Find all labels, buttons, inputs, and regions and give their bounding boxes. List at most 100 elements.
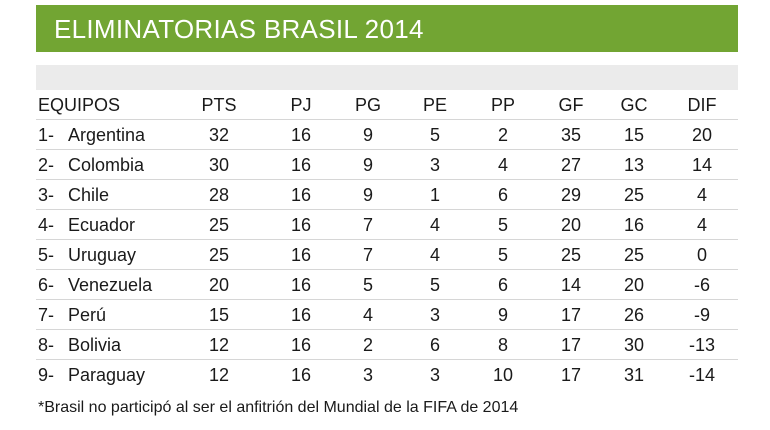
gf-cell: 27 [560, 155, 582, 175]
column-header-pg: PG [354, 95, 381, 115]
team-cell: 1- Argentina [38, 120, 198, 150]
pp-cell: 10 [492, 365, 514, 385]
gc-cell: 13 [623, 155, 645, 175]
pp-cell: 8 [497, 335, 508, 355]
pj-cell: 16 [290, 155, 312, 175]
position-number: 4- [38, 215, 55, 235]
column-header-pts: PTS [201, 95, 237, 115]
pe-cell: 4 [429, 245, 440, 265]
pp-cell: 6 [497, 275, 508, 295]
pj-cell: 16 [290, 305, 312, 325]
team-cell: 4- Ecuador [38, 210, 198, 240]
pe-cell: 5 [429, 275, 440, 295]
pp-cell: 9 [497, 305, 508, 325]
dif-cell: 4 [696, 215, 707, 235]
pj-cell: 16 [290, 215, 312, 235]
table-row: 4- Ecuador 25 16 7 4 5 20 16 4 [36, 210, 738, 240]
gc-cell: 30 [623, 335, 645, 355]
team-cell: 5- Uruguay [38, 240, 198, 270]
team-name: Chile [68, 185, 110, 205]
position-number: 5- [38, 245, 55, 265]
team-cell: 9- Paraguay [38, 360, 198, 390]
team-name: Ecuador [68, 215, 136, 235]
table-row: 8- Bolivia 12 16 2 6 8 17 30 -13 [36, 330, 738, 360]
gc-cell: 26 [623, 305, 645, 325]
footnote: *Brasil no participó al ser el anfitrión… [38, 399, 519, 416]
pe-cell: 1 [429, 185, 440, 205]
dif-cell: 4 [696, 185, 707, 205]
dif-cell: 14 [691, 155, 713, 175]
team-name: Venezuela [68, 275, 153, 295]
column-header-pe: PE [422, 95, 447, 115]
pts-cell: 12 [208, 365, 230, 385]
column-header-gc: GC [620, 95, 648, 115]
pg-cell: 7 [362, 245, 373, 265]
table-row: 1- Argentina 32 16 9 5 2 35 15 20 [36, 120, 738, 150]
pts-cell: 30 [208, 155, 230, 175]
team-cell: 3- Chile [38, 180, 198, 210]
pts-cell: 15 [208, 305, 230, 325]
table-row: 3- Chile 28 16 9 1 6 29 25 4 [36, 180, 738, 210]
pp-cell: 5 [497, 245, 508, 265]
pg-cell: 5 [362, 275, 373, 295]
column-header-pj: PJ [290, 95, 312, 115]
gf-cell: 14 [560, 275, 582, 295]
gc-cell: 20 [623, 275, 645, 295]
gc-cell: 16 [623, 215, 645, 235]
table-header-row: EQUIPOS PTS PJ PG PE PP GF GC DIF [36, 90, 738, 120]
pts-cell: 20 [208, 275, 230, 295]
table-row: 2- Colombia 30 16 9 3 4 27 13 14 [36, 150, 738, 180]
standings-table: EQUIPOS PTS PJ PG PE PP GF GC DIF 1- Arge… [36, 90, 738, 390]
column-header-team: EQUIPOS [38, 95, 121, 115]
pe-cell: 4 [429, 215, 440, 235]
team-cell: 2- Colombia [38, 150, 198, 180]
pj-cell: 16 [290, 365, 312, 385]
pg-cell: 7 [362, 215, 373, 235]
gf-cell: 17 [560, 365, 582, 385]
position-number: 2- [38, 155, 55, 175]
pts-cell: 12 [208, 335, 230, 355]
pp-cell: 6 [497, 185, 508, 205]
team-name: Paraguay [68, 365, 146, 385]
table-body: 1- Argentina 32 16 9 5 2 35 15 20 2- Colombia 30 16 9 3… [36, 120, 738, 390]
dif-cell: -9 [693, 305, 710, 325]
dif-cell: -6 [693, 275, 710, 295]
team-name: Uruguay [68, 245, 137, 265]
pj-cell: 16 [290, 275, 312, 295]
team-name: Argentina [68, 125, 146, 145]
table-row: 6- Venezuela 20 16 5 5 6 14 20 -6 [36, 270, 738, 300]
gf-cell: 29 [560, 185, 582, 205]
pe-cell: 3 [429, 155, 440, 175]
pp-cell: 4 [497, 155, 508, 175]
pj-cell: 16 [290, 185, 312, 205]
team-name: Perú [68, 305, 107, 325]
team-cell: 6- Venezuela [38, 270, 198, 300]
pp-cell: 2 [497, 125, 508, 145]
team-cell: 7- Perú [38, 300, 198, 330]
column-header-dif: DIF [687, 95, 717, 115]
position-number: 3- [38, 185, 55, 205]
pe-cell: 6 [429, 335, 440, 355]
pj-cell: 16 [290, 125, 312, 145]
team-cell: 8- Bolivia [38, 330, 198, 360]
table-row: 9- Paraguay 12 16 3 3 10 17 31 -14 [36, 360, 738, 390]
pe-cell: 3 [429, 365, 440, 385]
position-number: 9- [38, 365, 55, 385]
gf-cell: 25 [560, 245, 582, 265]
gf-cell: 20 [560, 215, 582, 235]
pts-cell: 25 [208, 215, 230, 235]
table-row: 7- Perú 15 16 4 3 9 17 26 -9 [36, 300, 738, 330]
pe-cell: 5 [429, 125, 440, 145]
pg-cell: 9 [362, 185, 373, 205]
title-banner: ELIMINATORIAS BRASIL 2014 [36, 5, 738, 52]
gc-cell: 25 [623, 185, 645, 205]
gf-cell: 35 [560, 125, 582, 145]
gf-cell: 17 [560, 305, 582, 325]
gc-cell: 25 [623, 245, 645, 265]
pts-cell: 25 [208, 245, 230, 265]
pg-cell: 4 [362, 305, 373, 325]
position-number: 7- [38, 305, 55, 325]
team-name: Colombia [68, 155, 145, 175]
position-number: 6- [38, 275, 55, 295]
pj-cell: 16 [290, 245, 312, 265]
